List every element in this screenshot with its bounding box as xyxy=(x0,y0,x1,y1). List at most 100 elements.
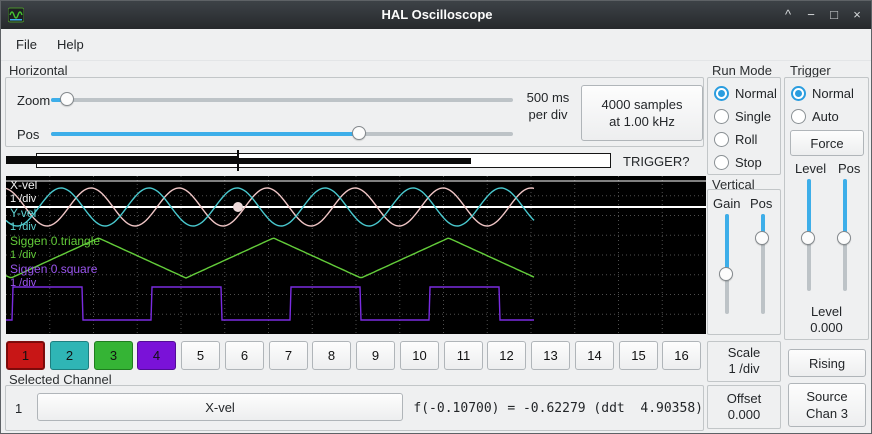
timebase-value: 500 ms xyxy=(526,90,570,105)
scope-channel-scale-label: 1 /div xyxy=(10,249,37,261)
scale-value: 1 /div xyxy=(728,361,760,376)
trigger-level-value: 0.000 xyxy=(810,320,843,335)
run-mode-option-single[interactable]: Single xyxy=(714,108,777,125)
run-mode-option-normal[interactable]: Normal xyxy=(714,85,777,102)
scope-channel-scale-label: 1 /div xyxy=(10,193,37,205)
trigger-position-tick xyxy=(237,150,239,171)
trigger-options: Normal Auto xyxy=(791,85,854,125)
pos-slider[interactable] xyxy=(51,125,513,143)
run-mode-caption: Run Mode xyxy=(712,63,772,78)
channel-readout: f(-0.10700) = -0.62279 (ddt 4.90358) xyxy=(413,401,703,416)
channel-button-13[interactable]: 13 xyxy=(531,341,570,370)
menu-file[interactable]: File xyxy=(16,37,37,52)
channel-source-button[interactable]: X-vel xyxy=(37,393,403,421)
scale-box xyxy=(707,341,781,382)
window-title: HAL Oscilloscope xyxy=(381,7,493,22)
radio-label: Normal xyxy=(812,86,854,101)
vertical-frame xyxy=(707,189,781,335)
pos-slider-fill xyxy=(51,132,359,136)
trigger-edge-label: Rising xyxy=(808,355,846,371)
minimize-button[interactable]: − xyxy=(807,7,815,22)
run-mode-frame xyxy=(707,77,781,175)
timebase-unit: per div xyxy=(528,107,568,122)
samples-button[interactable]: 4000 samples at 1.00 kHz xyxy=(581,85,703,141)
pos-label: Pos xyxy=(17,127,40,142)
channel-button-5[interactable]: 5 xyxy=(181,341,220,370)
selected-channel-number: 1 xyxy=(15,401,23,416)
vertical-gain-handle[interactable] xyxy=(719,267,733,281)
scope-canvas xyxy=(6,176,706,334)
radio-checked-icon xyxy=(714,86,729,101)
channel-button-3[interactable]: 3 xyxy=(94,341,133,370)
channel-button-15[interactable]: 15 xyxy=(619,341,658,370)
trigger-pos-slider[interactable] xyxy=(836,179,854,291)
channel-button-9[interactable]: 9 xyxy=(356,341,395,370)
radio-checked-icon xyxy=(791,86,806,101)
trigger-level-slider[interactable] xyxy=(800,179,818,291)
selected-channel-caption: Selected Channel xyxy=(9,372,112,387)
trigger-pos-handle[interactable] xyxy=(837,231,851,245)
channel-button-10[interactable]: 10 xyxy=(400,341,439,370)
vertical-pos-groove xyxy=(761,214,765,314)
radio-label: Roll xyxy=(735,132,758,147)
vertical-gain-slider[interactable] xyxy=(718,214,736,314)
maximize-button[interactable]: □ xyxy=(830,7,838,22)
wave-y-vel xyxy=(6,187,535,227)
trigger-option-auto[interactable]: Auto xyxy=(791,108,854,125)
radio-label: Stop xyxy=(735,155,762,170)
radio-icon xyxy=(714,132,729,147)
channel-button-4[interactable]: 4 xyxy=(137,341,176,370)
vertical-pos-handle[interactable] xyxy=(755,231,769,245)
channel-button-11[interactable]: 11 xyxy=(444,341,483,370)
zoom-slider-handle[interactable] xyxy=(60,92,74,106)
scope-channel-name-label: X-vel xyxy=(10,178,38,192)
channel-button-1[interactable]: 1 xyxy=(6,341,45,370)
trigger-option-normal[interactable]: Normal xyxy=(791,85,854,102)
trigger-level-slider-label: Level xyxy=(795,161,827,176)
vertical-pos-slider[interactable] xyxy=(754,214,772,314)
trigger-level-handle[interactable] xyxy=(801,231,815,245)
samples-line2: at 1.00 kHz xyxy=(609,114,675,129)
radio-label: Single xyxy=(735,109,772,124)
close-button[interactable]: × xyxy=(853,7,861,22)
channel-button-2[interactable]: 2 xyxy=(50,341,89,370)
trigger-edge-button[interactable]: Rising xyxy=(788,349,866,377)
wave-x-vel xyxy=(6,187,535,227)
channel-button-14[interactable]: 14 xyxy=(575,341,614,370)
wave-square xyxy=(6,286,534,321)
zoom-slider[interactable] xyxy=(51,91,513,109)
zoom-label: Zoom xyxy=(17,93,51,108)
offset-label: Offset xyxy=(726,391,762,406)
menu-help[interactable]: Help xyxy=(56,37,84,52)
trigger-pos-slider-label: Pos xyxy=(838,161,861,176)
trigger-point-marker xyxy=(233,202,243,212)
trigger-source-button[interactable]: Source Chan 3 xyxy=(788,383,866,427)
scope-display[interactable]: X-vel 1 /div Y-vel 1 /div Siggen 0.triangle 1… xyxy=(6,176,706,334)
window-controls: ^ − □ × xyxy=(780,1,865,29)
channel-source-label: X-vel xyxy=(205,399,235,415)
force-button[interactable]: Force xyxy=(790,130,864,156)
force-button-label: Force xyxy=(810,135,844,151)
trigger-pos-fill xyxy=(843,179,847,238)
scope-channel-scale-label: 1 /div xyxy=(10,277,37,289)
channel-button-6[interactable]: 6 xyxy=(225,341,264,370)
run-mode-option-stop[interactable]: Stop xyxy=(714,154,777,171)
scale-label: Scale xyxy=(727,345,761,360)
vertical-caption: Vertical xyxy=(712,177,755,192)
channel-button-8[interactable]: 8 xyxy=(312,341,351,370)
channel-button-16[interactable]: 16 xyxy=(662,341,701,370)
shade-button[interactable]: ^ xyxy=(784,7,792,22)
channel-button-12[interactable]: 12 xyxy=(487,341,526,370)
run-mode-option-roll[interactable]: Roll xyxy=(714,131,777,148)
scope-channel-name-label: Siggen 0.triangle xyxy=(10,234,101,248)
trigger-frame xyxy=(784,77,869,340)
pos-slider-handle[interactable] xyxy=(352,126,366,140)
scope-channel-name-label: Y-vel xyxy=(10,206,37,220)
channel-button-7[interactable]: 7 xyxy=(269,341,308,370)
vertical-gain-fill xyxy=(725,214,729,274)
radio-label: Auto xyxy=(812,109,839,124)
record-posttrigger-bar xyxy=(238,158,471,164)
scope-channel-scale-label: 1 /div xyxy=(10,221,37,233)
zoom-slider-fill xyxy=(51,98,67,102)
